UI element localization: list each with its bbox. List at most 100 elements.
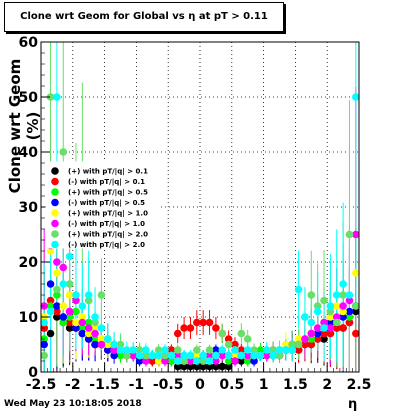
data-point: [78, 318, 87, 327]
data-point: [40, 318, 48, 327]
data-point: [72, 296, 80, 305]
data-point: [167, 357, 176, 365]
x-tick-label: 1.5: [283, 377, 308, 393]
data-point: [148, 357, 157, 365]
data-point: [326, 324, 335, 332]
data-point: [53, 285, 61, 294]
data-point: [135, 357, 144, 365]
x-tick-label: -1: [129, 377, 145, 393]
x-axis-label: η: [348, 397, 358, 412]
data-point: [224, 351, 233, 360]
data-point: [243, 346, 252, 354]
legend-entry: (-) with pT/|q| > 2.0: [68, 241, 145, 250]
x-tick-label: -0.5: [153, 377, 184, 393]
data-point: [129, 351, 138, 360]
legend-entry: (+) with pT/|q| > 2.0: [68, 231, 148, 240]
data-point: [224, 340, 233, 349]
data-point: [237, 351, 246, 360]
legend-marker: [51, 198, 59, 207]
data-point: [78, 313, 87, 321]
data-point: [339, 313, 347, 321]
data-point: [180, 351, 188, 360]
data-point: [161, 357, 169, 365]
data-point: [250, 346, 258, 354]
data-point: [339, 307, 347, 316]
data-point: [123, 351, 131, 360]
data-point: [307, 318, 316, 327]
data-point: [332, 302, 341, 310]
data-point: [116, 351, 125, 360]
legend-entry: (-) with pT/|q| > 0.5: [68, 199, 145, 208]
data-point: [103, 346, 112, 354]
legend-entry: (+) with pT/|q| > 0.5: [68, 189, 148, 198]
data-point: [212, 351, 220, 360]
data-point: [84, 296, 93, 305]
data-point: [345, 230, 354, 239]
legend-marker: [51, 167, 59, 175]
legend-marker: [51, 230, 59, 238]
data-point: [65, 307, 74, 316]
data-point: [53, 307, 61, 316]
data-point: [78, 302, 87, 310]
data-point: [256, 346, 265, 354]
y-tick-label: 50: [19, 90, 39, 106]
data-point: [142, 346, 150, 354]
data-point: [91, 329, 99, 338]
data-point: [53, 291, 61, 299]
x-tick-label: -2: [65, 377, 81, 393]
data-point: [65, 252, 74, 261]
data-point: [212, 357, 220, 365]
data-point: [301, 335, 309, 343]
data-point: [167, 351, 176, 360]
data-point: [224, 357, 233, 365]
data-point: [72, 291, 80, 299]
legend-marker: [51, 188, 59, 196]
data-point: [154, 351, 163, 360]
data-point: [84, 335, 93, 343]
data-point: [65, 318, 74, 327]
data-point: [103, 335, 112, 343]
data-point: [224, 335, 233, 343]
data-point: [332, 318, 341, 327]
data-point: [205, 346, 214, 354]
data-point: [212, 324, 220, 332]
data-point: [186, 351, 195, 360]
data-point: [313, 324, 322, 332]
data-point: [78, 324, 87, 332]
data-point: [231, 346, 239, 354]
data-point: [142, 357, 150, 365]
data-point: [46, 247, 55, 255]
data-point: [218, 351, 227, 360]
data-point: [84, 291, 93, 299]
data-point: [135, 346, 144, 354]
legend-marker: [51, 219, 59, 228]
data-point: [352, 307, 360, 316]
y-tick-label: 60: [19, 35, 39, 51]
data-point: [250, 351, 258, 360]
x-tick-label: 0: [195, 377, 205, 393]
data-point: [173, 362, 182, 371]
data-point: [59, 318, 68, 327]
legend-marker: [51, 209, 59, 217]
data-point: [339, 291, 347, 299]
legend: (+) with pT/|q| > 0.1(-) with pT/|q| > 0…: [45, 161, 161, 250]
data-point: [97, 324, 106, 332]
data-point: [313, 335, 322, 343]
data-point: [154, 357, 163, 365]
data-point: [199, 318, 207, 327]
data-point: [326, 318, 335, 327]
data-point: [193, 346, 201, 354]
data-point: [332, 324, 341, 332]
data-point: [326, 307, 335, 316]
data-point: [339, 324, 347, 332]
data-point: [237, 329, 246, 338]
data-point: [46, 280, 55, 288]
data-point: [167, 346, 176, 354]
data-point: [186, 362, 195, 371]
data-point: [352, 230, 360, 239]
data-point: [301, 313, 309, 321]
x-tick-label: 2: [322, 377, 332, 393]
legend-entry: (+) with pT/|q| > 1.0: [68, 210, 148, 219]
data-point: [110, 346, 118, 354]
data-point: [212, 346, 220, 354]
